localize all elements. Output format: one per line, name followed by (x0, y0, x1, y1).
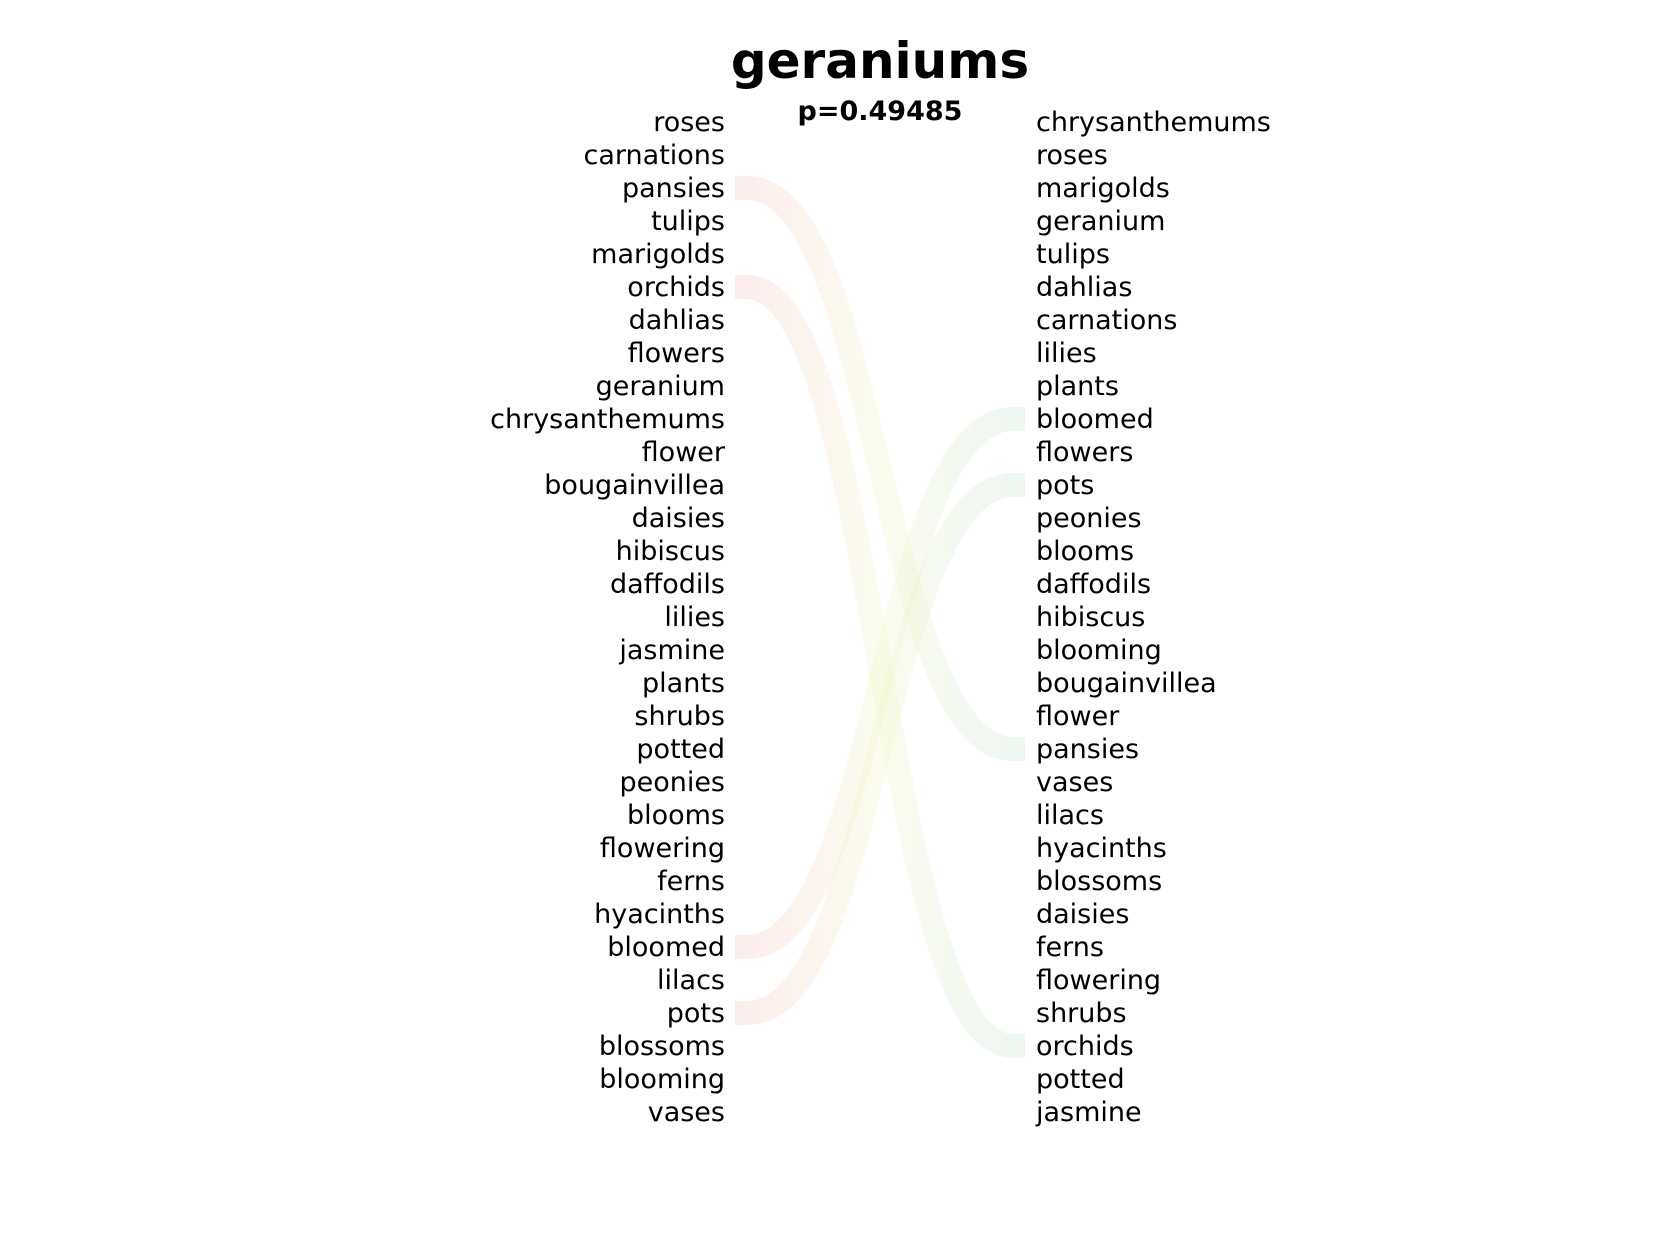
left-word-label: lilies (664, 602, 725, 633)
right-word-label: lilacs (1036, 800, 1104, 831)
left-word-label: blossoms (599, 1031, 725, 1062)
left-word-label: bougainvillea (544, 470, 725, 501)
right-word-label: flower (1036, 701, 1120, 732)
left-word-label: flowering (600, 833, 725, 864)
right-word-label: marigolds (1036, 173, 1170, 204)
right-word-label: peonies (1036, 503, 1142, 534)
right-word-label: bloomed (1036, 404, 1154, 435)
left-word-label: daisies (632, 503, 725, 534)
left-word-label: chrysanthemums (490, 404, 725, 435)
right-word-label: daffodils (1036, 569, 1151, 600)
left-word-column: rosescarnationspansiestulipsmarigoldsorc… (490, 107, 726, 1128)
right-word-label: pots (1036, 470, 1094, 501)
left-word-label: pots (667, 998, 725, 1029)
left-word-label: lilacs (657, 965, 725, 996)
right-word-label: bougainvillea (1036, 668, 1217, 699)
right-word-label: flowering (1036, 965, 1161, 996)
left-word-label: vases (648, 1097, 725, 1128)
right-word-label: blooming (1036, 635, 1162, 666)
right-word-label: dahlias (1036, 272, 1132, 303)
chart-subtitle: p=0.49485 (798, 96, 963, 127)
left-word-label: tulips (651, 206, 725, 237)
left-word-label: pansies (622, 173, 725, 204)
right-word-label: daisies (1036, 899, 1129, 930)
left-word-label: geranium (596, 371, 725, 402)
left-word-label: carnations (584, 140, 725, 171)
left-word-label: dahlias (629, 305, 725, 336)
left-word-label: flowers (628, 338, 725, 369)
right-word-label: hibiscus (1036, 602, 1145, 633)
right-word-label: blooms (1036, 536, 1134, 567)
left-word-label: potted (636, 734, 725, 765)
left-word-label: marigolds (591, 239, 725, 270)
link-bloomed (735, 407, 1025, 959)
left-word-label: ferns (657, 866, 725, 897)
left-word-label: flower (642, 437, 726, 468)
right-word-label: jasmine (1035, 1097, 1142, 1128)
left-word-label: plants (642, 668, 725, 699)
left-word-label: daffodils (610, 569, 725, 600)
right-word-label: shrubs (1036, 998, 1127, 1029)
right-word-label: potted (1036, 1064, 1125, 1095)
left-word-label: peonies (619, 767, 725, 798)
left-word-label: orchids (627, 272, 725, 303)
left-word-label: shrubs (634, 701, 725, 732)
right-word-label: tulips (1036, 239, 1110, 270)
link-group (735, 176, 1025, 1058)
right-word-label: ferns (1036, 932, 1104, 963)
left-word-label: jasmine (618, 635, 725, 666)
link-pots (735, 473, 1025, 1025)
link-pansies (735, 176, 1025, 761)
chart-title: geraniums (731, 32, 1029, 90)
right-word-label: plants (1036, 371, 1119, 402)
left-word-label: hyacinths (594, 899, 725, 930)
right-word-label: lilies (1036, 338, 1097, 369)
right-word-label: chrysanthemums (1036, 107, 1271, 138)
right-word-label: vases (1036, 767, 1113, 798)
right-word-label: pansies (1036, 734, 1139, 765)
right-word-label: carnations (1036, 305, 1177, 336)
right-word-label: blossoms (1036, 866, 1162, 897)
right-word-label: flowers (1036, 437, 1133, 468)
right-word-column: chrysanthemumsrosesmarigoldsgeraniumtuli… (1035, 107, 1271, 1128)
right-word-label: hyacinths (1036, 833, 1167, 864)
left-word-label: blooms (627, 800, 725, 831)
left-word-label: bloomed (607, 932, 725, 963)
left-word-label: hibiscus (616, 536, 725, 567)
right-word-label: orchids (1036, 1031, 1134, 1062)
left-word-label: blooming (599, 1064, 725, 1095)
left-word-label: roses (653, 107, 725, 138)
right-word-label: geranium (1036, 206, 1165, 237)
right-word-label: roses (1036, 140, 1108, 171)
